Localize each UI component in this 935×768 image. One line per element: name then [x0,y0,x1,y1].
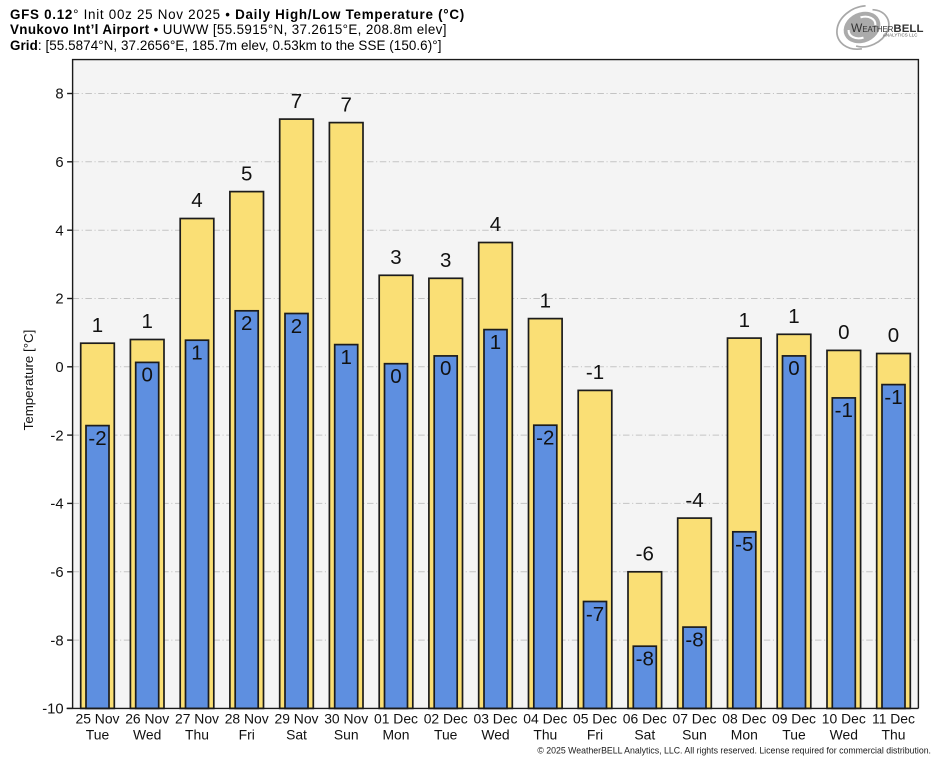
svg-text:-1: -1 [835,399,853,422]
svg-text:Tue: Tue [782,727,806,743]
svg-text:28 Nov: 28 Nov [225,711,269,727]
svg-text:-4: -4 [50,497,63,513]
svg-text:© 2025 WeatherBELL Analytics,: © 2025 WeatherBELL Analytics, LLC. All r… [537,746,931,756]
svg-text:5: 5 [241,162,252,185]
svg-text:30 Nov: 30 Nov [324,711,368,727]
svg-text:1: 1 [92,314,103,337]
svg-text:Fri: Fri [587,727,603,743]
svg-text:-2: -2 [50,428,63,444]
svg-text:Fri: Fri [239,727,255,743]
svg-text:7: 7 [340,93,351,116]
svg-text:WEATHERBELL: WEATHERBELL [851,21,924,35]
svg-text:0: 0 [440,357,451,380]
svg-text:Thu: Thu [533,727,557,743]
svg-text:7: 7 [291,90,302,113]
svg-text:0: 0 [55,360,63,376]
svg-text:08 Dec: 08 Dec [722,711,766,727]
svg-text:-10: -10 [42,702,63,718]
svg-text:8: 8 [55,87,63,103]
svg-text:Sun: Sun [682,727,707,743]
svg-text:Vnukovo Int’l Airport • UUWW [: Vnukovo Int’l Airport • UUWW [55.5915°N,… [10,22,447,37]
svg-text:-1: -1 [884,386,902,409]
svg-text:Mon: Mon [731,727,758,743]
svg-text:4: 4 [490,213,501,236]
svg-text:6: 6 [55,155,63,171]
svg-text:4: 4 [55,223,63,239]
svg-text:2: 2 [241,312,252,335]
svg-text:1: 1 [490,331,501,354]
svg-text:Thu: Thu [882,727,906,743]
svg-text:06 Dec: 06 Dec [623,711,667,727]
svg-text:25 Nov: 25 Nov [75,711,119,727]
svg-text:0: 0 [141,364,152,387]
svg-text:Wed: Wed [830,727,858,743]
svg-text:29 Nov: 29 Nov [274,711,318,727]
svg-text:Sat: Sat [286,727,307,743]
svg-text:2: 2 [291,315,302,338]
svg-text:0: 0 [888,324,899,347]
svg-text:09 Dec: 09 Dec [772,711,816,727]
svg-text:2: 2 [55,292,63,308]
svg-text:1: 1 [739,309,750,332]
svg-text:GFS 0.12° Init 00z 25 Nov 2025: GFS 0.12° Init 00z 25 Nov 2025 • Daily H… [10,7,465,22]
svg-text:Tue: Tue [434,727,458,743]
svg-text:1: 1 [340,346,351,369]
svg-text:26 Nov: 26 Nov [125,711,169,727]
svg-text:02 Dec: 02 Dec [424,711,468,727]
svg-text:0: 0 [788,357,799,380]
svg-text:Grid: [55.5874°N, 37.2656°E, 1: Grid: [55.5874°N, 37.2656°E, 185.7m elev… [10,38,442,53]
svg-text:-6: -6 [50,565,63,581]
svg-text:Tue: Tue [86,727,110,743]
svg-text:10 Dec: 10 Dec [822,711,866,727]
svg-text:3: 3 [440,249,451,272]
svg-text:-8: -8 [685,628,703,651]
svg-text:-2: -2 [536,427,554,450]
svg-text:07 Dec: 07 Dec [672,711,716,727]
svg-text:03 Dec: 03 Dec [473,711,517,727]
svg-text:04 Dec: 04 Dec [523,711,567,727]
svg-text:1: 1 [191,342,202,365]
svg-text:-4: -4 [685,489,703,512]
svg-text:1: 1 [788,305,799,328]
svg-text:-2: -2 [88,427,106,450]
svg-text:0: 0 [390,365,401,388]
svg-text:Mon: Mon [382,727,409,743]
svg-text:Wed: Wed [133,727,161,743]
svg-text:Sat: Sat [634,727,655,743]
svg-text:3: 3 [390,246,401,269]
svg-text:-8: -8 [50,633,63,649]
svg-text:27 Nov: 27 Nov [175,711,219,727]
svg-text:0: 0 [838,321,849,344]
svg-text:-1: -1 [586,361,604,384]
svg-text:Wed: Wed [481,727,509,743]
svg-text:-8: -8 [636,648,654,671]
svg-text:Thu: Thu [185,727,209,743]
svg-text:Temperature [°C]: Temperature [°C] [21,330,36,431]
svg-text:ANALYTICS LLC: ANALYTICS LLC [883,33,918,38]
svg-text:1: 1 [540,289,551,312]
svg-text:11 Dec: 11 Dec [872,711,915,727]
svg-text:-6: -6 [636,543,654,566]
svg-text:05 Dec: 05 Dec [573,711,617,727]
svg-text:-5: -5 [735,533,753,556]
svg-text:1: 1 [141,310,152,333]
svg-text:-7: -7 [586,603,604,626]
svg-text:Sun: Sun [334,727,359,743]
svg-text:01 Dec: 01 Dec [374,711,418,727]
svg-text:4: 4 [191,189,202,212]
